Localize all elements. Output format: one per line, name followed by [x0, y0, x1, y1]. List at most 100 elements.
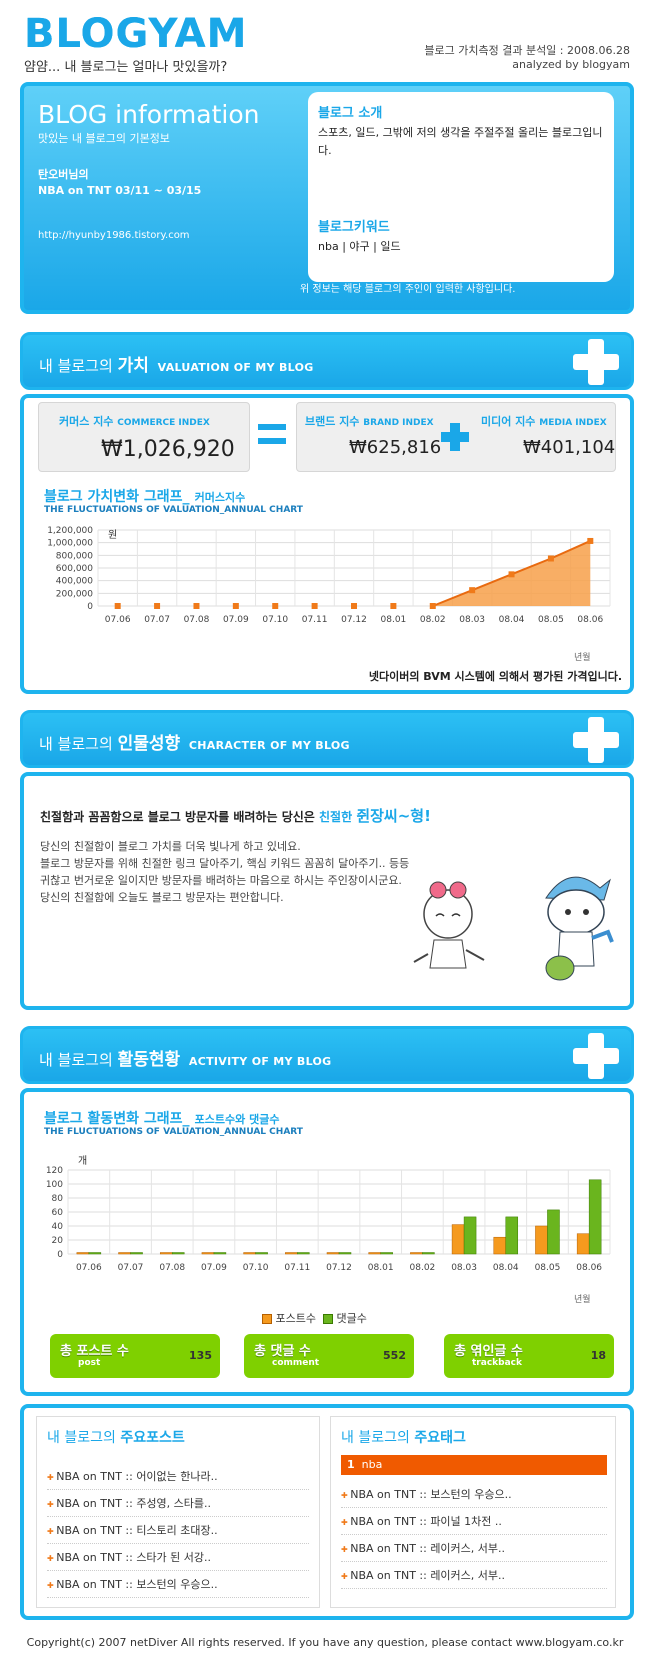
posts-pre: 내 블로그의 — [47, 1430, 116, 1446]
x-tick-label: 08.04 — [493, 1263, 519, 1273]
body-line: 당신의 친절함에 오늘도 블로그 방문자는 편안합니다. — [40, 891, 284, 904]
posts-heading: 내 블로그의 주요포스트 — [47, 1427, 185, 1447]
x-tick-label: 08.06 — [577, 615, 603, 625]
section-pre: 내 블로그의 — [39, 735, 113, 753]
posts-list: NBA on TNT :: 어이없는 한나라.. NBA on TNT :: 주… — [47, 1463, 309, 1598]
data-point — [429, 603, 436, 609]
chart-title: 블로그 가치변화 그래프_ — [44, 489, 190, 505]
comments-bar — [422, 1252, 435, 1255]
tags-list: NBA on TNT :: 보스턴의 우승으.. NBA on TNT :: 파… — [341, 1481, 607, 1589]
activity-section-bar: 내 블로그의 활동현황 ACTIVITY OF MY BLOG — [20, 1026, 634, 1084]
posts-bar — [326, 1252, 340, 1255]
y-tick-label: 800,000 — [56, 551, 93, 561]
stat-value: 135 — [189, 1349, 212, 1362]
main-posts-box: 내 블로그의 주요포스트 NBA on TNT :: 어이없는 한나라.. NB… — [36, 1416, 320, 1608]
comments-bar — [505, 1216, 519, 1255]
blog-owner: 탄오버님의 — [38, 168, 89, 181]
headline-b: 쥔장씨~형! — [356, 807, 431, 825]
data-point — [311, 603, 318, 609]
stat-value: 18 — [590, 1349, 606, 1362]
blog-name: NBA on TNT 03/11 ~ 03/15 — [38, 184, 202, 197]
data-point — [508, 571, 515, 578]
value-area — [432, 540, 591, 606]
x-tick-label: 07.12 — [326, 1263, 352, 1273]
top-tag[interactable]: 1 nba — [341, 1455, 607, 1475]
valuation-chart-title: 블로그 가치변화 그래프_ 커머스지수 — [44, 486, 245, 506]
comments-bar — [380, 1252, 393, 1255]
activity-chart: 0 20 40 60 80 100 120 07.06 07.07 07.08 07.09 07.10… — [46, 1166, 611, 1273]
plus-icon[interactable] — [573, 1033, 619, 1079]
valuation-chart-sub: THE FLUCTUATIONS OF VALUATION_ANNUAL CHA… — [44, 505, 303, 515]
posts-bar — [243, 1252, 256, 1255]
activity-chart-sub: THE FLUCTUATIONS OF VALUATION_ANNUAL CHA… — [44, 1127, 303, 1137]
posts-bar — [285, 1252, 298, 1255]
analysis-date: 블로그 가치측정 결과 분석일 : 2008.06.28 — [424, 44, 630, 57]
stat-en: trackback — [472, 1358, 522, 1368]
comments-bar — [255, 1252, 268, 1255]
list-item[interactable]: NBA on TNT :: 보스턴의 우승으.. — [47, 1571, 309, 1598]
y-tick-label: 1,200,000 — [47, 526, 93, 536]
commerce-value: ₩1,026,920 — [101, 437, 235, 462]
legend-posts: 포스트수 — [275, 1312, 316, 1325]
list-item[interactable]: NBA on TNT :: 보스턴의 우승으.. — [341, 1481, 607, 1508]
data-point — [587, 537, 594, 544]
section-pre: 내 블로그의 — [39, 1051, 113, 1069]
tag-name: nba — [361, 1458, 383, 1471]
tagline: 얌얌... 내 블로그는 얼마나 맛있을까? — [24, 60, 228, 75]
x-tick-label: 08.05 — [535, 1263, 561, 1273]
list-item[interactable]: NBA on TNT :: 파이널 1차전 .. — [341, 1508, 607, 1535]
media-en: MEDIA INDEX — [539, 418, 607, 428]
data-point — [469, 587, 476, 594]
brand-media-box: 브랜드 지수 BRAND INDEX ₩625,816 미디어 지수 MEDIA… — [296, 402, 616, 472]
tags-bold: 주요태그 — [414, 1430, 466, 1446]
x-tick-label: 07.07 — [118, 1263, 144, 1273]
main-tags-box: 내 블로그의 주요태그 1 nba NBA on TNT :: 보스턴의 우승으… — [330, 1416, 616, 1608]
info-subtitle: 맛있는 내 블로그의 기본정보 — [38, 132, 170, 145]
comments-bar — [213, 1252, 227, 1255]
brand-en: BRAND INDEX — [363, 418, 434, 428]
blogyam-logo[interactable]: BLOGYAM — [24, 11, 248, 57]
stat-value: 552 — [383, 1349, 406, 1362]
y-tick-label: 100 — [46, 1180, 63, 1190]
posts-bar — [118, 1252, 131, 1255]
data-point — [272, 603, 279, 609]
list-item[interactable]: NBA on TNT :: 스타가 된 서강.. — [47, 1544, 309, 1571]
x-tick-label: 07.11 — [284, 1263, 310, 1273]
section-en: ACTIVITY OF MY BLOG — [188, 1055, 332, 1068]
y-tick-label: 600,000 — [56, 564, 93, 574]
data-point — [154, 603, 161, 609]
x-tick-label: 08.04 — [499, 615, 525, 625]
y-tick-label: 20 — [52, 1236, 64, 1246]
stat-en: comment — [272, 1358, 320, 1368]
x-tick-label: 07.06 — [105, 615, 131, 625]
media-label: 미디어 지수 — [481, 415, 536, 428]
body-line: 귀찮고 번거로운 일이지만 방문자를 배려하는 마음으로 하시는 주인장이시군요… — [40, 874, 402, 887]
list-item[interactable]: NBA on TNT :: 레이커스, 서부.. — [341, 1535, 607, 1562]
comments-bar — [463, 1216, 477, 1255]
blog-url[interactable]: http://hyunby1986.tistory.com — [38, 230, 190, 241]
list-item[interactable]: NBA on TNT :: 티스토리 초대장.. — [47, 1517, 309, 1544]
list-item[interactable]: NBA on TNT :: 주성영, 스타를.. — [47, 1490, 309, 1517]
boy-character-icon — [545, 876, 614, 981]
chart-title: 블로그 활동변화 그래프_ — [44, 1111, 190, 1127]
stat-label: 총 엮인글 수 — [454, 1344, 523, 1359]
comments-bar — [171, 1252, 185, 1255]
headline-pre: 친절함과 꼼꼼함으로 블로그 방문자를 배려하는 당신은 — [40, 810, 315, 824]
comments-bar — [338, 1252, 352, 1255]
x-tick-label: 08.06 — [576, 1263, 602, 1273]
commerce-label: 커머스 지수 — [59, 415, 114, 428]
chart-title-small: 포스트수와 댓글수 — [194, 1113, 280, 1126]
list-item[interactable]: NBA on TNT :: 어이없는 한나라.. — [47, 1463, 309, 1490]
plus-sign-icon — [441, 423, 469, 451]
list-item[interactable]: NBA on TNT :: 레이커스, 서부.. — [341, 1562, 607, 1589]
x-tick-label: 08.02 — [410, 1263, 436, 1273]
tags-pre: 내 블로그의 — [341, 1430, 410, 1446]
y-tick-label: 200,000 — [56, 589, 93, 599]
plus-icon[interactable] — [573, 339, 619, 385]
y-tick-label: 1,000,000 — [47, 539, 93, 549]
tag-rank: 1 — [347, 1458, 355, 1471]
x-tick-label: 08.03 — [451, 1263, 477, 1273]
plus-icon[interactable] — [573, 717, 619, 763]
valuation-chart: 0 200,000 400,000 600,000 800,000 1,000,000 1,… — [47, 526, 611, 625]
comments-bar — [547, 1209, 560, 1255]
